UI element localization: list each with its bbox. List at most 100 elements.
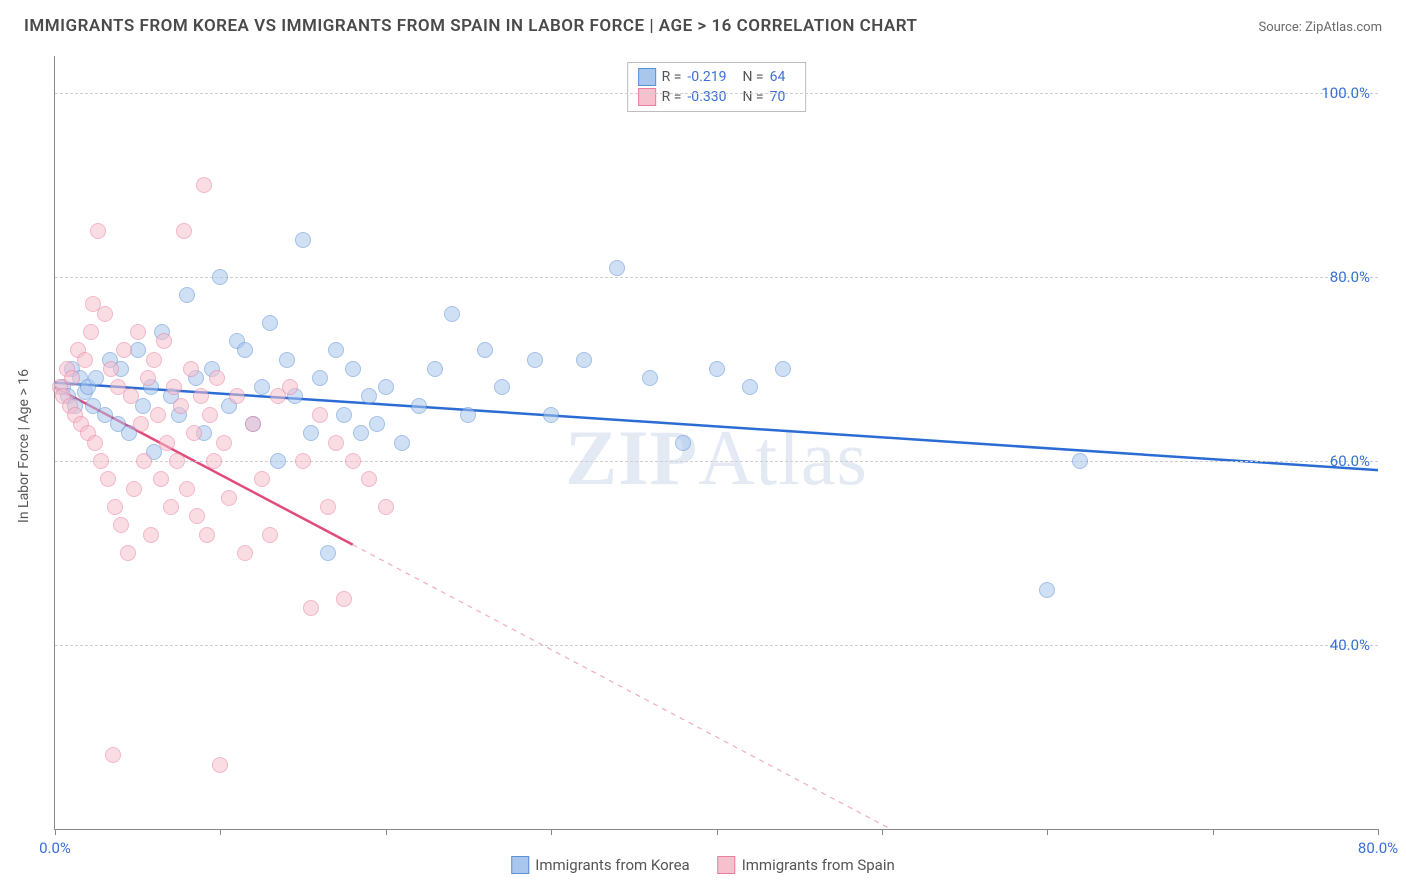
stats-row-spain: R = -0.330 N = 70 bbox=[638, 87, 796, 107]
data-point bbox=[477, 342, 493, 358]
swatch-korea bbox=[638, 68, 656, 86]
data-point bbox=[527, 352, 543, 368]
swatch-spain bbox=[638, 88, 656, 106]
watermark-bold: ZIP bbox=[565, 414, 698, 501]
data-point bbox=[245, 416, 261, 432]
data-point bbox=[212, 269, 228, 285]
data-point bbox=[120, 545, 136, 561]
data-point bbox=[742, 379, 758, 395]
x-tick-mark bbox=[1047, 829, 1048, 835]
data-point bbox=[88, 370, 104, 386]
data-point bbox=[143, 527, 159, 543]
data-point bbox=[166, 379, 182, 395]
data-point bbox=[103, 361, 119, 377]
data-point bbox=[336, 407, 352, 423]
data-point bbox=[105, 747, 121, 763]
chart-plot-area: ZIPAtlas R = -0.219 N = 64 R = -0.330 N … bbox=[54, 56, 1378, 830]
r-value-korea: -0.219 bbox=[687, 69, 726, 85]
data-point bbox=[186, 425, 202, 441]
data-point bbox=[378, 499, 394, 515]
gridline-h bbox=[55, 277, 1378, 278]
data-point bbox=[642, 370, 658, 386]
data-point bbox=[153, 471, 169, 487]
data-point bbox=[328, 435, 344, 451]
data-point bbox=[282, 379, 298, 395]
gridline-h bbox=[55, 93, 1378, 94]
swatch-spain bbox=[718, 856, 736, 874]
data-point bbox=[130, 324, 146, 340]
data-point bbox=[675, 435, 691, 451]
data-point bbox=[262, 527, 278, 543]
r-label: R = bbox=[662, 69, 682, 85]
data-point bbox=[312, 370, 328, 386]
data-point bbox=[221, 490, 237, 506]
data-point bbox=[361, 471, 377, 487]
n-label: N = bbox=[742, 89, 763, 105]
x-tick-mark bbox=[220, 829, 221, 835]
data-point bbox=[460, 407, 476, 423]
data-point bbox=[345, 361, 361, 377]
legend-item-korea: Immigrants from Korea bbox=[511, 856, 689, 874]
y-tick-label: 80.0% bbox=[1330, 268, 1370, 286]
n-value-korea: 64 bbox=[770, 69, 786, 85]
data-point bbox=[295, 232, 311, 248]
trend-lines-layer bbox=[55, 56, 1378, 829]
n-label: N = bbox=[742, 69, 763, 85]
source-label: Source: ZipAtlas.com bbox=[1258, 20, 1382, 35]
data-point bbox=[156, 333, 172, 349]
data-point bbox=[378, 379, 394, 395]
data-point bbox=[543, 407, 559, 423]
data-point bbox=[116, 342, 132, 358]
chart-title: IMMIGRANTS FROM KOREA VS IMMIGRANTS FROM… bbox=[24, 16, 917, 36]
data-point bbox=[303, 600, 319, 616]
data-point bbox=[126, 481, 142, 497]
data-point bbox=[494, 379, 510, 395]
data-point bbox=[320, 545, 336, 561]
data-point bbox=[97, 306, 113, 322]
data-point bbox=[709, 361, 725, 377]
data-point bbox=[237, 342, 253, 358]
data-point bbox=[113, 517, 129, 533]
data-point bbox=[179, 481, 195, 497]
data-point bbox=[1072, 453, 1088, 469]
data-point bbox=[411, 398, 427, 414]
data-point bbox=[173, 398, 189, 414]
data-point bbox=[136, 453, 152, 469]
data-point bbox=[609, 260, 625, 276]
legend-label-korea: Immigrants from Korea bbox=[535, 856, 689, 874]
data-point bbox=[206, 453, 222, 469]
n-value-spain: 70 bbox=[770, 89, 786, 105]
data-point bbox=[93, 453, 109, 469]
data-point bbox=[1039, 582, 1055, 598]
x-tick-mark bbox=[882, 829, 883, 835]
data-point bbox=[133, 416, 149, 432]
data-point bbox=[270, 453, 286, 469]
legend-item-spain: Immigrants from Spain bbox=[718, 856, 895, 874]
data-point bbox=[320, 499, 336, 515]
data-point bbox=[163, 499, 179, 515]
data-point bbox=[107, 499, 123, 515]
y-axis-label: In Labor Force | Age > 16 bbox=[16, 369, 32, 523]
data-point bbox=[361, 388, 377, 404]
r-value-spain: -0.330 bbox=[687, 89, 726, 105]
data-point bbox=[140, 370, 156, 386]
x-tick-label: 80.0% bbox=[1358, 839, 1398, 857]
x-tick-mark bbox=[1213, 829, 1214, 835]
x-tick-mark bbox=[1378, 829, 1379, 835]
data-point bbox=[444, 306, 460, 322]
data-point bbox=[328, 342, 344, 358]
stats-row-korea: R = -0.219 N = 64 bbox=[638, 67, 796, 87]
x-tick-mark bbox=[551, 829, 552, 835]
x-tick-label: 0.0% bbox=[39, 839, 71, 857]
data-point bbox=[254, 471, 270, 487]
data-point bbox=[254, 379, 270, 395]
data-point bbox=[83, 324, 99, 340]
data-point bbox=[394, 435, 410, 451]
data-point bbox=[369, 416, 385, 432]
data-point bbox=[77, 352, 93, 368]
data-point bbox=[176, 223, 192, 239]
data-point bbox=[199, 527, 215, 543]
data-point bbox=[336, 591, 352, 607]
series-legend: Immigrants from Korea Immigrants from Sp… bbox=[511, 856, 895, 874]
data-point bbox=[169, 453, 185, 469]
